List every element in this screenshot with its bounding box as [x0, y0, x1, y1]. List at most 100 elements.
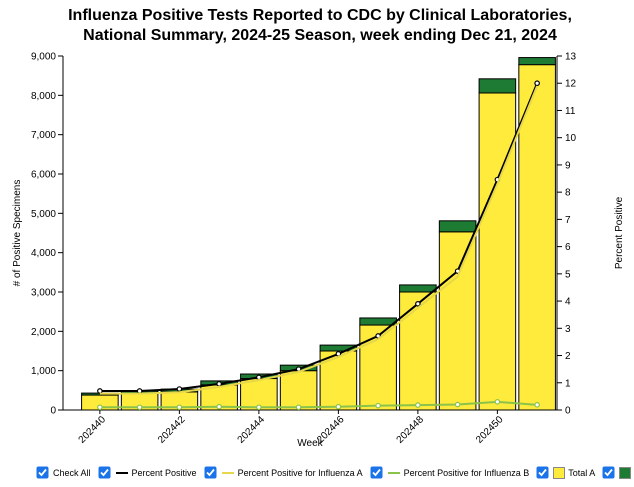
- bar: [518, 57, 556, 66]
- legend-swatch: [221, 471, 234, 474]
- line-marker: [415, 402, 421, 408]
- legend-item[interactable]: Percent Positive for Influenza A: [204, 466, 363, 479]
- line-marker: [256, 404, 262, 411]
- line: [99, 85, 539, 395]
- line-marker: [534, 80, 540, 87]
- legend-label: Total A: [568, 467, 596, 478]
- y-tick-label: 7,000: [31, 130, 56, 141]
- x-tick-label: 202444: [236, 414, 268, 446]
- x-tick-label: 202450: [474, 414, 506, 446]
- y2-tick-label: 5: [565, 269, 571, 280]
- y2-tick-label: 10: [565, 133, 577, 144]
- checkbox[interactable]: [536, 466, 549, 479]
- legend-label: Percent Positive for Influenza A: [237, 467, 363, 478]
- y-tick-label: 1,000: [31, 366, 56, 377]
- checkbox-check[interactable]: [205, 468, 215, 477]
- y2-tick-label: 0: [565, 406, 571, 417]
- legend-swatch: [619, 466, 632, 479]
- legend-item[interactable]: Percent Positive for Influenza B: [370, 466, 530, 479]
- bar: [200, 384, 238, 411]
- legend-item[interactable]: Total A: [536, 466, 595, 479]
- y2-tick-label: 8: [565, 188, 571, 199]
- bar: [478, 92, 517, 411]
- line-marker: [97, 388, 103, 394]
- swatch: [553, 466, 566, 479]
- y-tick-label: 3,000: [31, 288, 56, 299]
- line-marker: [176, 404, 183, 411]
- checkbox[interactable]: [98, 466, 111, 479]
- y2-tick-label: 11: [565, 106, 576, 117]
- legend-label: Percent Positive for Influenza B: [403, 467, 530, 478]
- line-marker: [176, 386, 183, 392]
- y-tick-label: 6,000: [31, 170, 56, 181]
- y2-tick-label: 4: [565, 297, 571, 308]
- legend-swatch: [115, 471, 128, 474]
- line-marker: [494, 399, 501, 405]
- checkbox-check[interactable]: [538, 468, 547, 477]
- bar: [399, 291, 437, 411]
- legend-label: Check All: [53, 467, 91, 478]
- checkbox-check[interactable]: [604, 468, 613, 477]
- x-tick-label: 202442: [156, 414, 188, 446]
- checkbox[interactable]: [602, 466, 615, 479]
- y-tick-label: 2,000: [31, 327, 56, 338]
- y-tick-label: 8,000: [31, 91, 56, 102]
- line-marker: [335, 403, 342, 410]
- x-axis-label: Week: [297, 438, 323, 449]
- x-tick-label: 202440: [77, 414, 109, 446]
- y-tick-label: 5,000: [31, 209, 56, 220]
- y-axis-label: # of Positive Specimens: [12, 180, 23, 287]
- y2-tick-label: 7: [565, 215, 571, 226]
- y2-axis-label: Percent Positive: [614, 196, 625, 269]
- checkbox-check[interactable]: [99, 468, 109, 477]
- line-marker: [375, 402, 381, 409]
- checkbox-check[interactable]: [372, 468, 381, 477]
- chart-title: Influenza Positive Tests Reported to CDC…: [68, 7, 572, 24]
- legend-label: Percent Positive: [131, 467, 197, 478]
- legend: Check All Percent Positive Percent Positiv…: [36, 466, 634, 479]
- legend-item[interactable]: Check All: [36, 466, 91, 479]
- checkbox[interactable]: [204, 466, 217, 479]
- legend-swatch: [387, 471, 400, 474]
- line-marker: [295, 404, 302, 411]
- checkbox[interactable]: [36, 466, 49, 479]
- line-marker: [415, 300, 421, 307]
- legend-swatch: [553, 466, 566, 479]
- line-marker: [454, 401, 461, 408]
- line-marker: [216, 403, 222, 410]
- line-marker: [534, 402, 540, 408]
- y-tick-label: 0: [50, 406, 56, 417]
- checkbox[interactable]: [370, 466, 383, 479]
- chart-title: National Summary, 2024-25 Season, week e…: [83, 27, 557, 44]
- line-marker: [136, 388, 143, 394]
- chart: Influenza Positive Tests Reported to CDC…: [12, 7, 625, 449]
- x-tick-label: 202448: [395, 414, 427, 446]
- y-tick-label: 4,000: [31, 248, 56, 259]
- line-marker: [136, 404, 143, 411]
- line-marker: [97, 404, 103, 411]
- line: [99, 400, 538, 409]
- x-tick-label: 202446: [315, 414, 347, 446]
- bar: [438, 220, 477, 233]
- line-marker: [216, 381, 222, 387]
- y2-tick-label: 13: [565, 52, 577, 63]
- checkbox-check[interactable]: [38, 468, 47, 477]
- legend-item[interactable]: Total B: [602, 466, 634, 479]
- bar: [359, 317, 397, 326]
- bar: [438, 231, 477, 411]
- y2-tick-label: 6: [565, 242, 571, 253]
- swatch: [619, 466, 632, 479]
- y2-tick-label: 2: [565, 351, 571, 362]
- y2-tick-label: 9: [565, 160, 571, 171]
- bar: [478, 78, 517, 94]
- y-tick-label: 9,000: [31, 52, 56, 63]
- bar: [518, 64, 556, 411]
- y2-tick-label: 3: [565, 324, 571, 335]
- y2-tick-label: 1: [565, 378, 571, 389]
- legend-item[interactable]: Percent Positive: [98, 466, 197, 479]
- bar: [399, 284, 437, 293]
- y2-tick-label: 12: [565, 79, 577, 90]
- line: [99, 82, 539, 392]
- bar: [279, 370, 318, 411]
